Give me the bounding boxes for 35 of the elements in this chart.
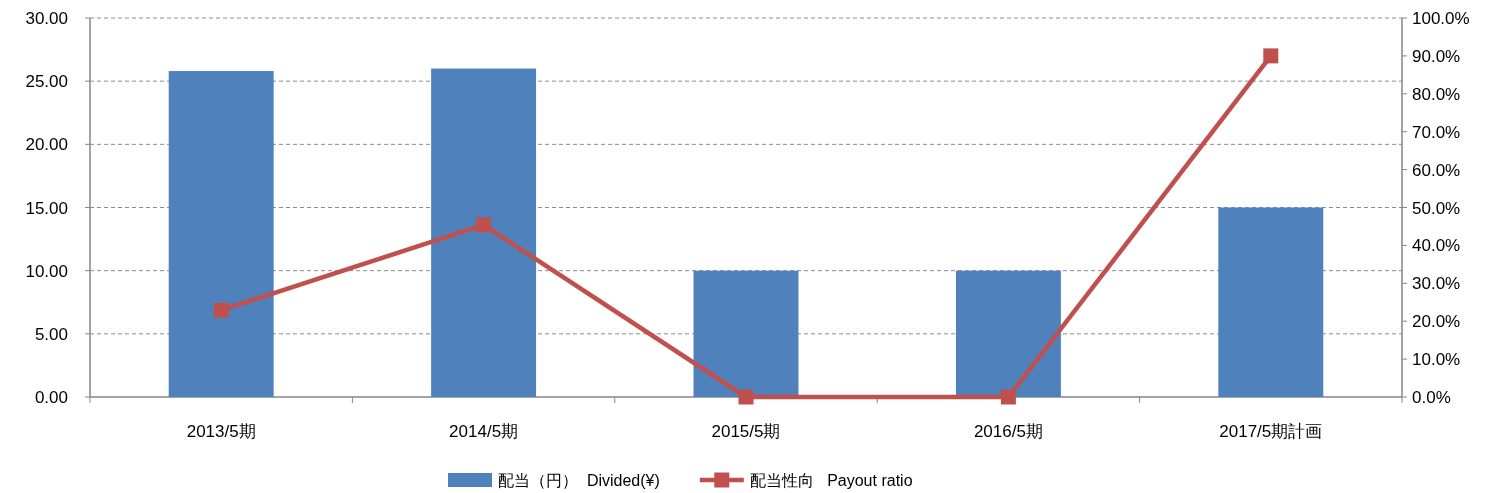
y2-tick-label: 40.0% [1412, 236, 1461, 256]
y-tick-label: 0.00 [34, 388, 68, 407]
point [738, 389, 754, 405]
y-tick-label: 20.00 [25, 135, 68, 155]
y-tick-label: 25.00 [25, 72, 68, 92]
y2-tick-label: 90.0% [1412, 46, 1461, 66]
point [1263, 48, 1279, 64]
y-tick-label: 10.00 [25, 261, 68, 281]
y-tick-label: 5.00 [34, 324, 68, 344]
y2-tick-label: 80.0% [1412, 84, 1461, 104]
point [1000, 389, 1016, 405]
legend-label: 配当性向 Payout ratio [749, 472, 913, 489]
y-tick-label: 15.00 [25, 198, 68, 218]
bar [431, 68, 537, 397]
bar [168, 71, 274, 397]
x-tick-label: 2015/5期 [711, 422, 781, 441]
y2-tick-label: 100.0% [1412, 9, 1470, 28]
y2-tick-label: 10.0% [1412, 350, 1461, 370]
y-tick-label: 30.00 [25, 9, 68, 28]
y2-tick-label: 0.0% [1412, 388, 1451, 407]
y2-tick-label: 20.0% [1412, 312, 1461, 332]
y2-tick-label: 60.0% [1412, 160, 1461, 180]
y2-tick-label: 30.0% [1412, 274, 1461, 294]
point [476, 217, 492, 233]
point [213, 302, 229, 318]
bar [1218, 207, 1324, 397]
x-tick-label: 2016/5期 [973, 422, 1043, 441]
x-tick-label: 2013/5期 [186, 422, 256, 441]
y2-tick-label: 70.0% [1412, 122, 1461, 142]
bar [955, 270, 1061, 397]
x-tick-label: 2017/5期計画 [1219, 422, 1323, 441]
x-tick-label: 2014/5期 [449, 422, 519, 441]
y2-tick-label: 50.0% [1412, 198, 1461, 218]
legend-label: 配当（円） Divided(¥) [498, 472, 660, 489]
bar [693, 270, 799, 397]
